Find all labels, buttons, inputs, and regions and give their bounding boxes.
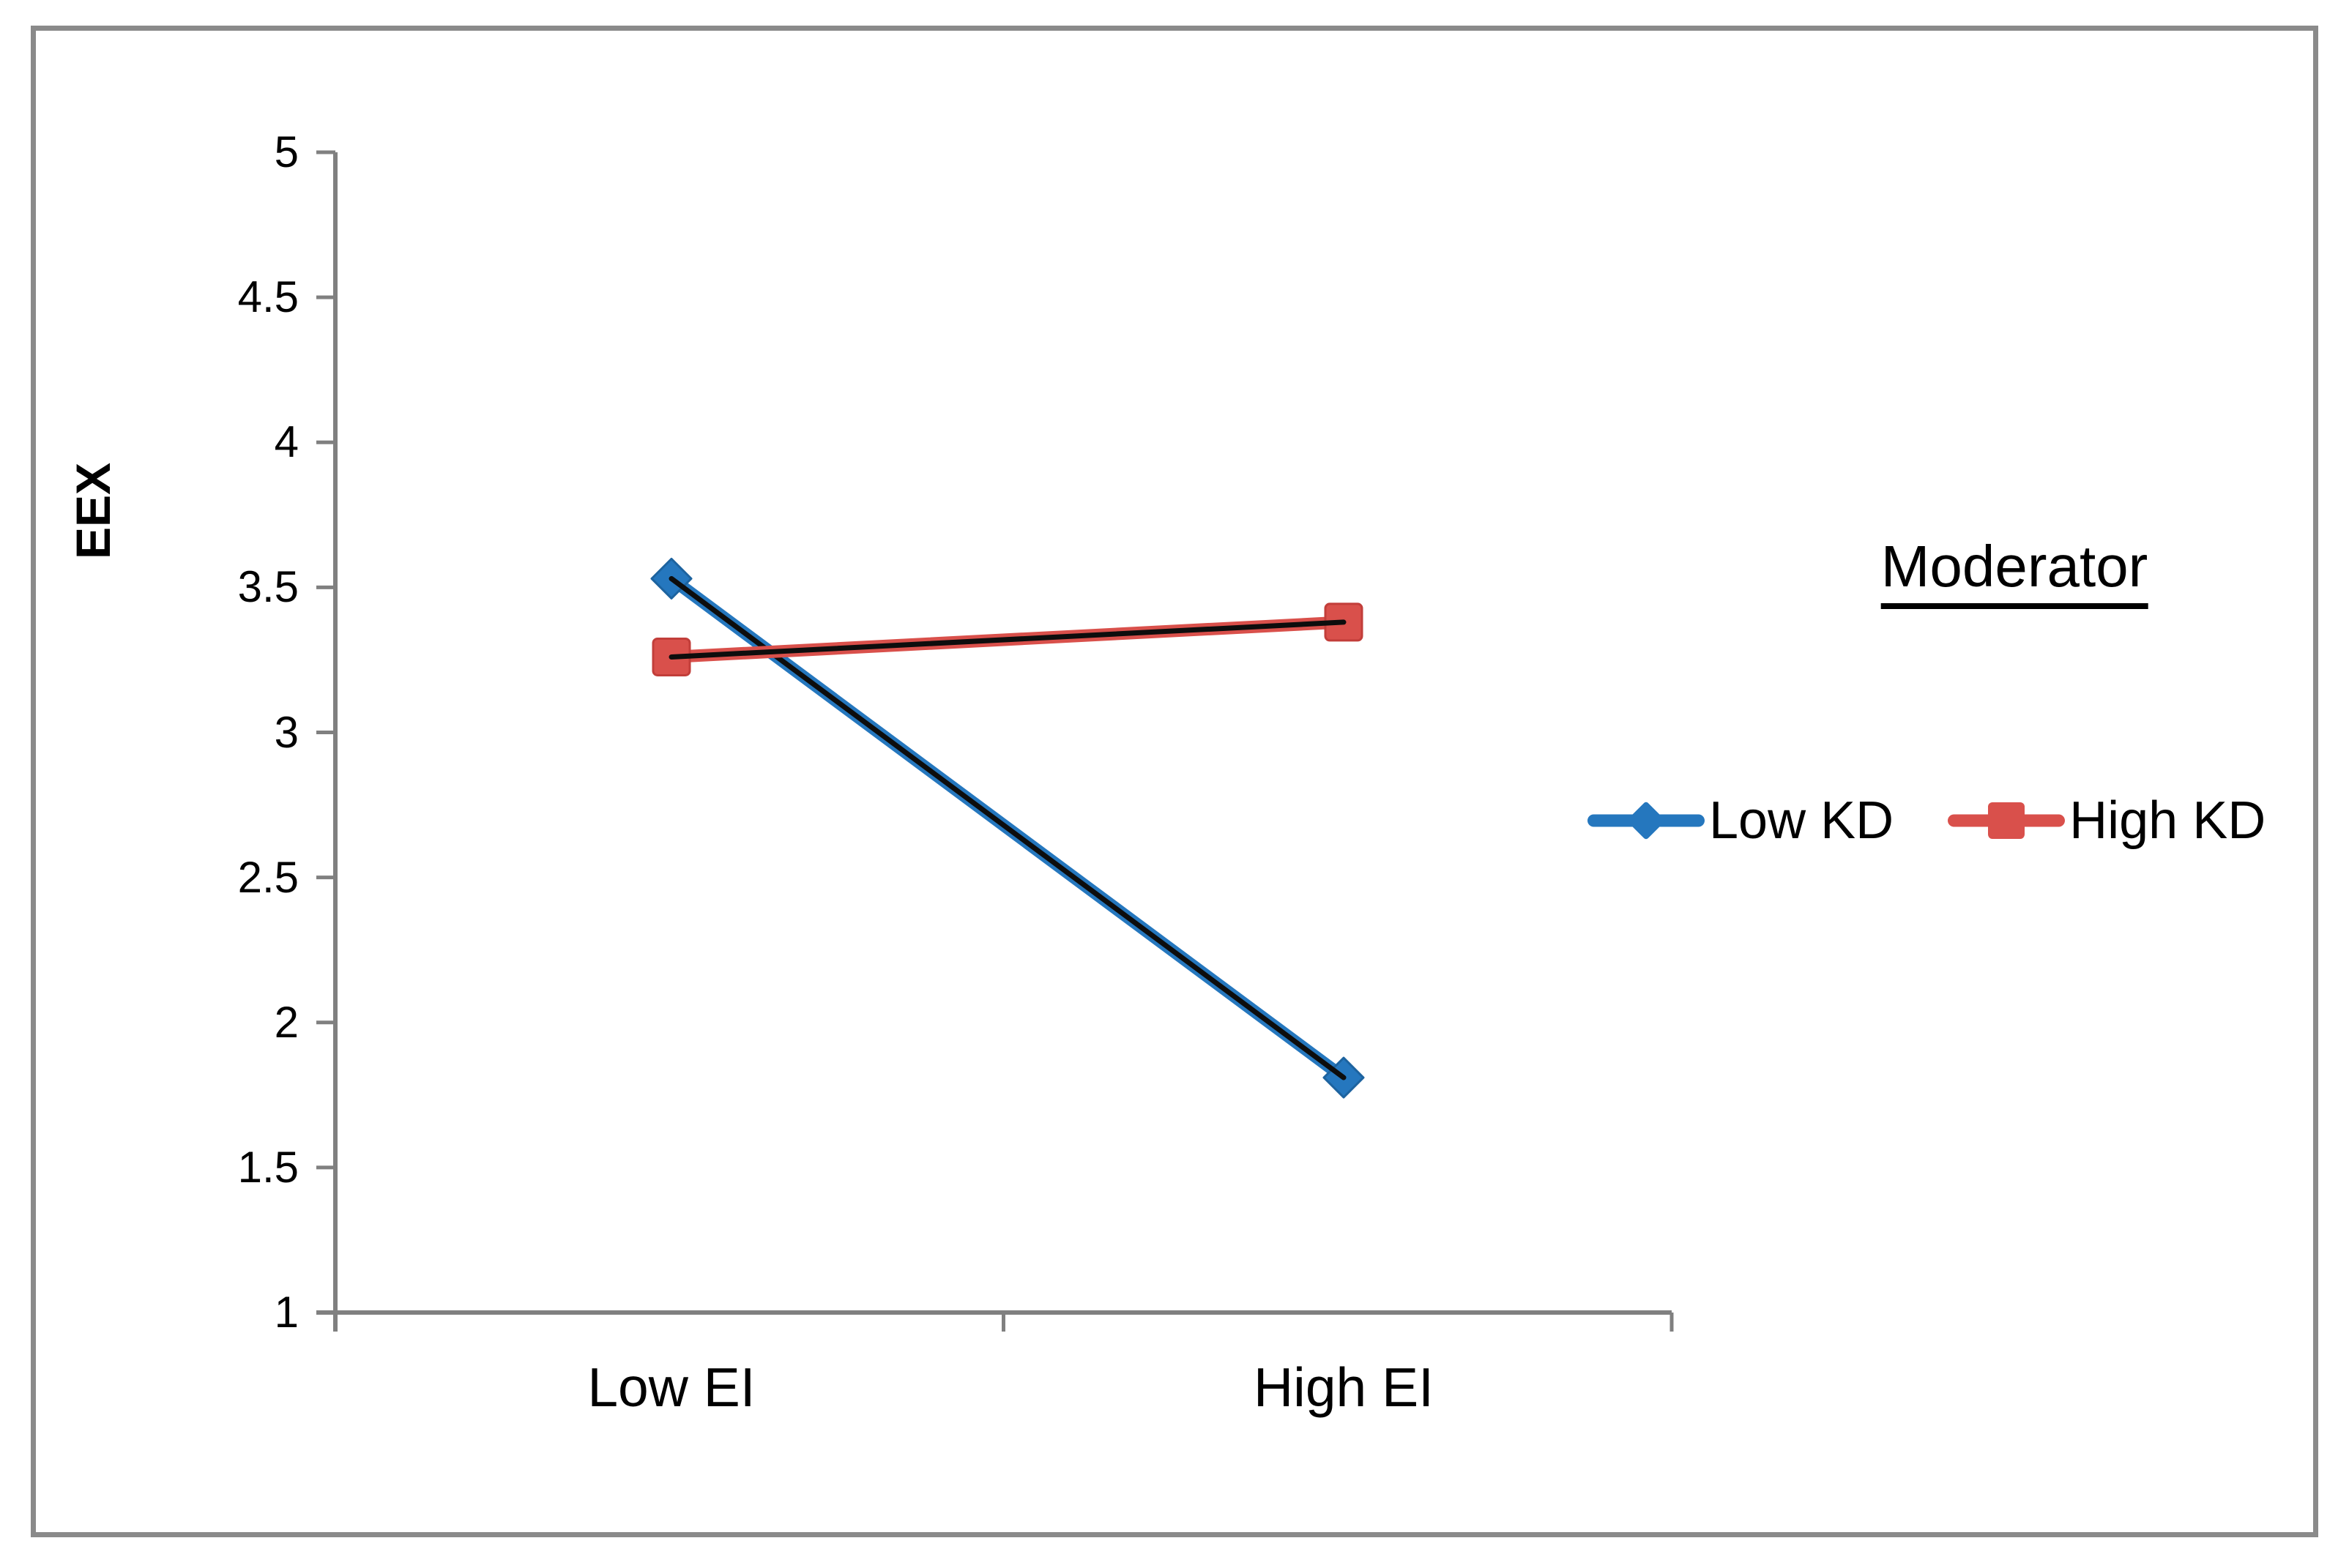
x-tick-label: High EI (1254, 1356, 1434, 1418)
legend-swatch-square-icon (1948, 802, 2066, 840)
y-axis-title: EEX (66, 462, 120, 560)
legend-label: High KD (2069, 791, 2266, 850)
y-tick-label: 1 (274, 1288, 299, 1337)
legend-item: Low KD (1587, 791, 1894, 851)
y-tick-label: 2 (274, 997, 299, 1047)
legend-item: High KD (1948, 791, 2266, 851)
series-overlay-line (669, 619, 1347, 660)
y-tick-label: 5 (274, 127, 299, 176)
y-tick-label: 4 (274, 417, 299, 467)
legend-label: Low KD (1709, 791, 1894, 850)
legend: Low KD High KD (1587, 791, 2266, 851)
legend-swatch-diamond-icon (1587, 801, 1705, 840)
y-tick-label: 2.5 (237, 852, 299, 902)
legend-title: Moderator (1880, 533, 2148, 609)
y-tick-label: 3 (274, 707, 299, 757)
series-overlay-line (669, 575, 1347, 1080)
diamond-marker-icon (1626, 801, 1666, 840)
chart-border (31, 26, 2318, 1537)
y-tick-label: 3.5 (237, 562, 299, 612)
y-tick-label: 4.5 (237, 272, 299, 322)
x-tick-label: Low EI (587, 1356, 756, 1418)
square-marker-icon (1988, 802, 2025, 839)
y-tick-label: 1.5 (237, 1142, 299, 1192)
